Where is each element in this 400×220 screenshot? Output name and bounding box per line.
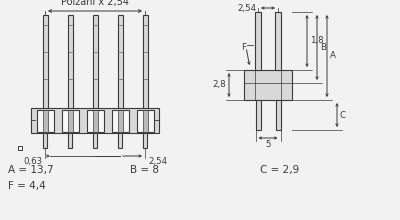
Bar	[62, 110, 78, 132]
Text: 0,63: 0,63	[23, 157, 42, 166]
Bar	[143, 133, 147, 148]
Text: B = 8: B = 8	[130, 165, 159, 175]
Bar	[276, 100, 280, 130]
Text: Polzahl x 2,54: Polzahl x 2,54	[61, 0, 129, 7]
Text: 5: 5	[265, 140, 271, 149]
Bar	[112, 110, 128, 132]
Bar	[136, 110, 154, 132]
Bar	[68, 133, 72, 148]
Text: A: A	[330, 51, 336, 61]
Bar	[244, 70, 292, 100]
Bar	[92, 110, 98, 132]
Bar	[118, 15, 122, 108]
Bar	[118, 133, 122, 148]
Bar	[142, 15, 148, 108]
Text: A = 13,7: A = 13,7	[8, 165, 54, 175]
Text: F: F	[241, 42, 246, 51]
Text: 2,8: 2,8	[212, 81, 226, 90]
Bar	[68, 15, 72, 108]
Text: 2,54: 2,54	[148, 157, 167, 166]
Bar	[42, 15, 48, 108]
Bar	[255, 12, 261, 70]
Text: B: B	[320, 43, 326, 52]
Bar	[42, 110, 48, 132]
Bar	[43, 133, 47, 148]
Bar	[256, 100, 260, 130]
Bar	[93, 133, 97, 148]
Bar	[92, 15, 98, 108]
Bar	[86, 110, 104, 132]
Text: 2,54: 2,54	[237, 4, 256, 13]
Text: F = 4,4: F = 4,4	[8, 181, 46, 191]
Bar	[31, 108, 159, 133]
Bar	[68, 110, 72, 132]
Bar	[118, 110, 122, 132]
Text: C: C	[340, 110, 346, 119]
Bar	[275, 12, 281, 70]
Text: C = 2,9: C = 2,9	[260, 165, 299, 175]
Bar	[142, 110, 148, 132]
Bar	[36, 110, 54, 132]
Text: 1,8: 1,8	[310, 37, 324, 46]
Bar	[18, 146, 22, 150]
